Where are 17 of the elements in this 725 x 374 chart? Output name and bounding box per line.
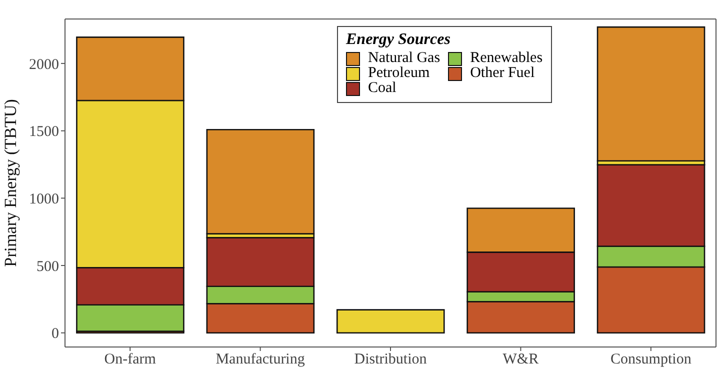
x-tick-label: Consumption [610, 352, 692, 368]
y-tick-label: 0 [52, 326, 59, 342]
legend-label: Coal [368, 80, 396, 97]
legend-label: Natural Gas [368, 50, 440, 66]
legend-title: Energy Sources [346, 31, 452, 49]
x-tick-label: W&R [502, 352, 539, 368]
y-axis-title: Primary Energy (TBTU) [1, 99, 20, 267]
y-tick-label: 500 [36, 258, 59, 275]
legend-label: Petroleum [368, 65, 430, 82]
y-tick-label: 1500 [29, 124, 59, 140]
legend-label: Renewables [470, 50, 543, 66]
y-tick-label: 1000 [29, 191, 59, 208]
x-tick-label: Distribution [354, 352, 428, 368]
x-tick-label: On-farm [104, 352, 156, 368]
y-tick-label: 2000 [29, 56, 59, 73]
x-tick-label: Manufacturing [216, 352, 306, 368]
legend-label: Other Fuel [470, 65, 535, 82]
